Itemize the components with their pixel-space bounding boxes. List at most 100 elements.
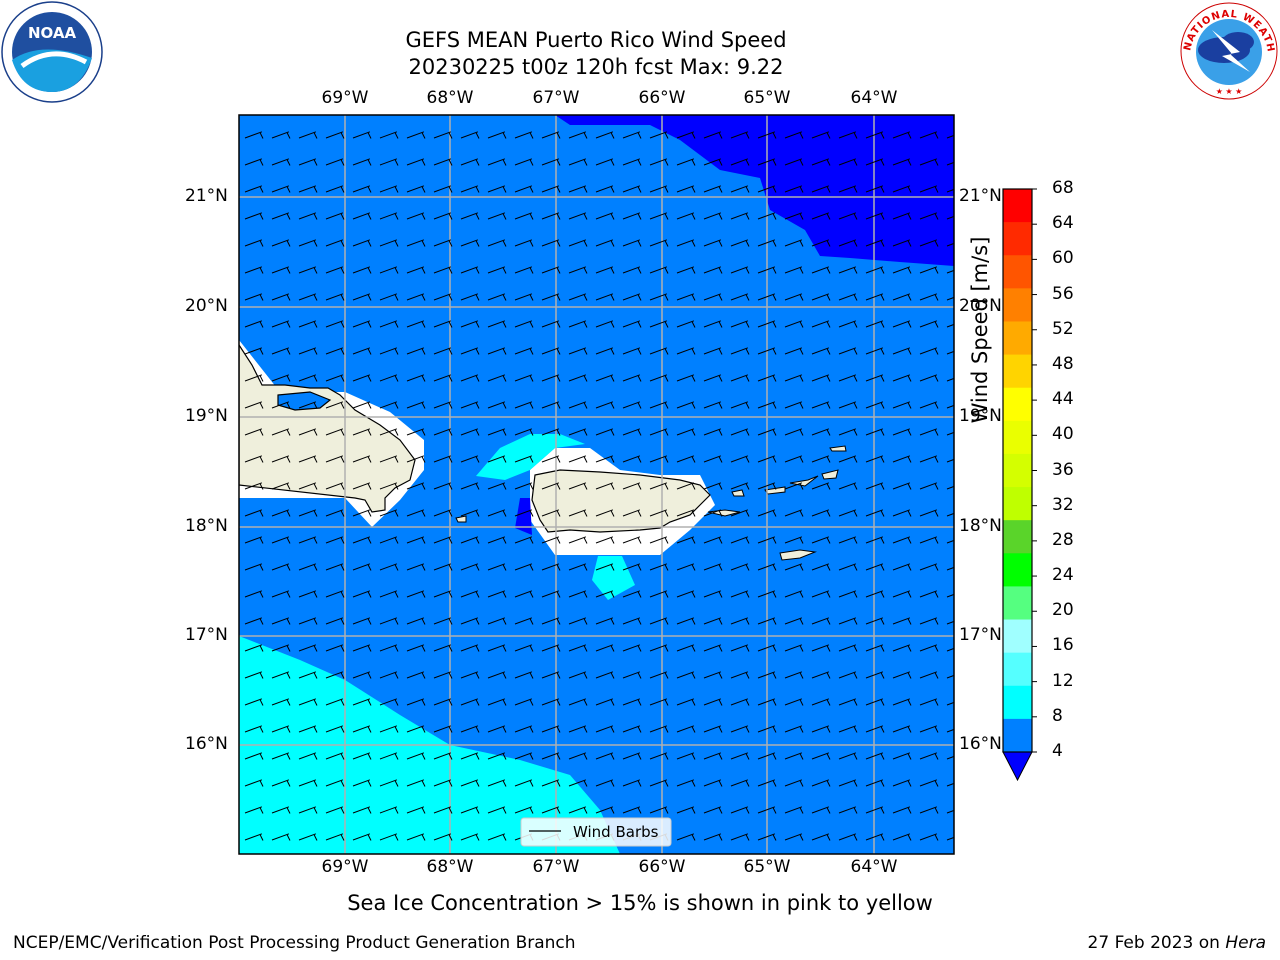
wind-barb xyxy=(379,833,399,841)
wind-barb xyxy=(811,698,831,706)
legend: Wind Barbs xyxy=(520,817,672,847)
wind-barb xyxy=(892,563,912,571)
wind-barb xyxy=(919,374,939,382)
wind-barb xyxy=(811,320,831,328)
wind-barb xyxy=(595,752,615,760)
wind-barb xyxy=(433,536,453,544)
wind-barb xyxy=(541,374,561,382)
wind-barb xyxy=(244,833,264,841)
wind-barb xyxy=(784,563,804,571)
wind-barb xyxy=(811,158,831,166)
wind-barb xyxy=(298,374,318,382)
wind-barb xyxy=(649,590,669,598)
lat-label-right: 19°N xyxy=(959,406,1002,426)
wind-barb xyxy=(460,671,480,679)
wind-barb xyxy=(757,698,777,706)
lat-label-right: 17°N xyxy=(959,625,1002,645)
island-sombrero xyxy=(829,445,847,452)
wind-barb xyxy=(271,158,291,166)
lon-label-top: 69°W xyxy=(321,88,369,108)
wind-barb xyxy=(325,509,345,517)
wind-barb xyxy=(379,509,399,517)
wind-barb xyxy=(379,698,399,706)
wind-barb xyxy=(595,131,615,139)
colorbar-tick-label: 20 xyxy=(1052,600,1074,621)
wind-barb xyxy=(622,131,642,139)
wind-barb xyxy=(487,563,507,571)
wind-barb xyxy=(622,671,642,679)
wind-barb xyxy=(622,752,642,760)
wind-barb xyxy=(892,212,912,220)
map-frame xyxy=(238,114,955,855)
wind-barb xyxy=(703,752,723,760)
lon-label-bottom: 67°W xyxy=(532,857,580,877)
wind-barb xyxy=(487,158,507,166)
wind-barb xyxy=(379,266,399,274)
wind-barb xyxy=(865,590,885,598)
wind-barb xyxy=(919,698,939,706)
wind-barb xyxy=(784,131,804,139)
wind-barb xyxy=(352,644,372,652)
wind-barb xyxy=(514,806,534,814)
wind-barb xyxy=(568,617,588,625)
wind-barb xyxy=(406,671,426,679)
wind-barb xyxy=(703,347,723,355)
wind-barb xyxy=(244,725,264,733)
wind-barb xyxy=(433,428,453,436)
wind-barb xyxy=(460,509,480,517)
wind-barb xyxy=(568,239,588,247)
wind-barb xyxy=(460,239,480,247)
wind-barb xyxy=(838,671,858,679)
wind-barb xyxy=(649,536,669,544)
wind-barb xyxy=(811,131,831,139)
wind-barb xyxy=(811,563,831,571)
wind-barb xyxy=(892,590,912,598)
colorbar-segment xyxy=(1003,520,1032,554)
wind-barb xyxy=(784,617,804,625)
wind-barb xyxy=(676,158,696,166)
wind-barb xyxy=(649,752,669,760)
wind-barb xyxy=(568,212,588,220)
wind-barb xyxy=(271,347,291,355)
wind-barb xyxy=(757,455,777,463)
wind-barb xyxy=(460,563,480,571)
wind-barb xyxy=(244,482,264,490)
wind-barb xyxy=(730,698,750,706)
wind-barb xyxy=(325,617,345,625)
wind-barb xyxy=(325,131,345,139)
wind-barb xyxy=(649,131,669,139)
wind-barb xyxy=(946,539,954,544)
wind-barb xyxy=(676,347,696,355)
wind-barb xyxy=(514,536,534,544)
wind-barb xyxy=(460,212,480,220)
wind-barb xyxy=(514,320,534,328)
wind-barb xyxy=(568,131,588,139)
wind-barb xyxy=(379,752,399,760)
wind-barb xyxy=(730,833,750,841)
wind-barb xyxy=(838,590,858,598)
wind-barb xyxy=(568,806,588,814)
wind-barb xyxy=(595,347,615,355)
wind-barb xyxy=(811,671,831,679)
wind-barb xyxy=(352,617,372,625)
wind-barb xyxy=(271,212,291,220)
wind-barb xyxy=(514,725,534,733)
wind-barb xyxy=(649,563,669,571)
wind-barb xyxy=(649,725,669,733)
wind-barb xyxy=(541,779,561,787)
wind-barb xyxy=(514,644,534,652)
wind-barb xyxy=(838,401,858,409)
wind-barb xyxy=(433,509,453,517)
wind-barb xyxy=(892,752,912,760)
wind-barb xyxy=(622,347,642,355)
wind-barb xyxy=(433,617,453,625)
wind-barb xyxy=(514,455,534,463)
lat-label-right: 20°N xyxy=(959,296,1002,316)
wind-barb xyxy=(568,374,588,382)
wind-barb xyxy=(865,131,885,139)
wind-barb xyxy=(784,293,804,301)
wind-barb xyxy=(595,455,615,463)
wind-barb xyxy=(352,185,372,193)
wind-barb xyxy=(865,239,885,247)
wind-barb xyxy=(784,644,804,652)
